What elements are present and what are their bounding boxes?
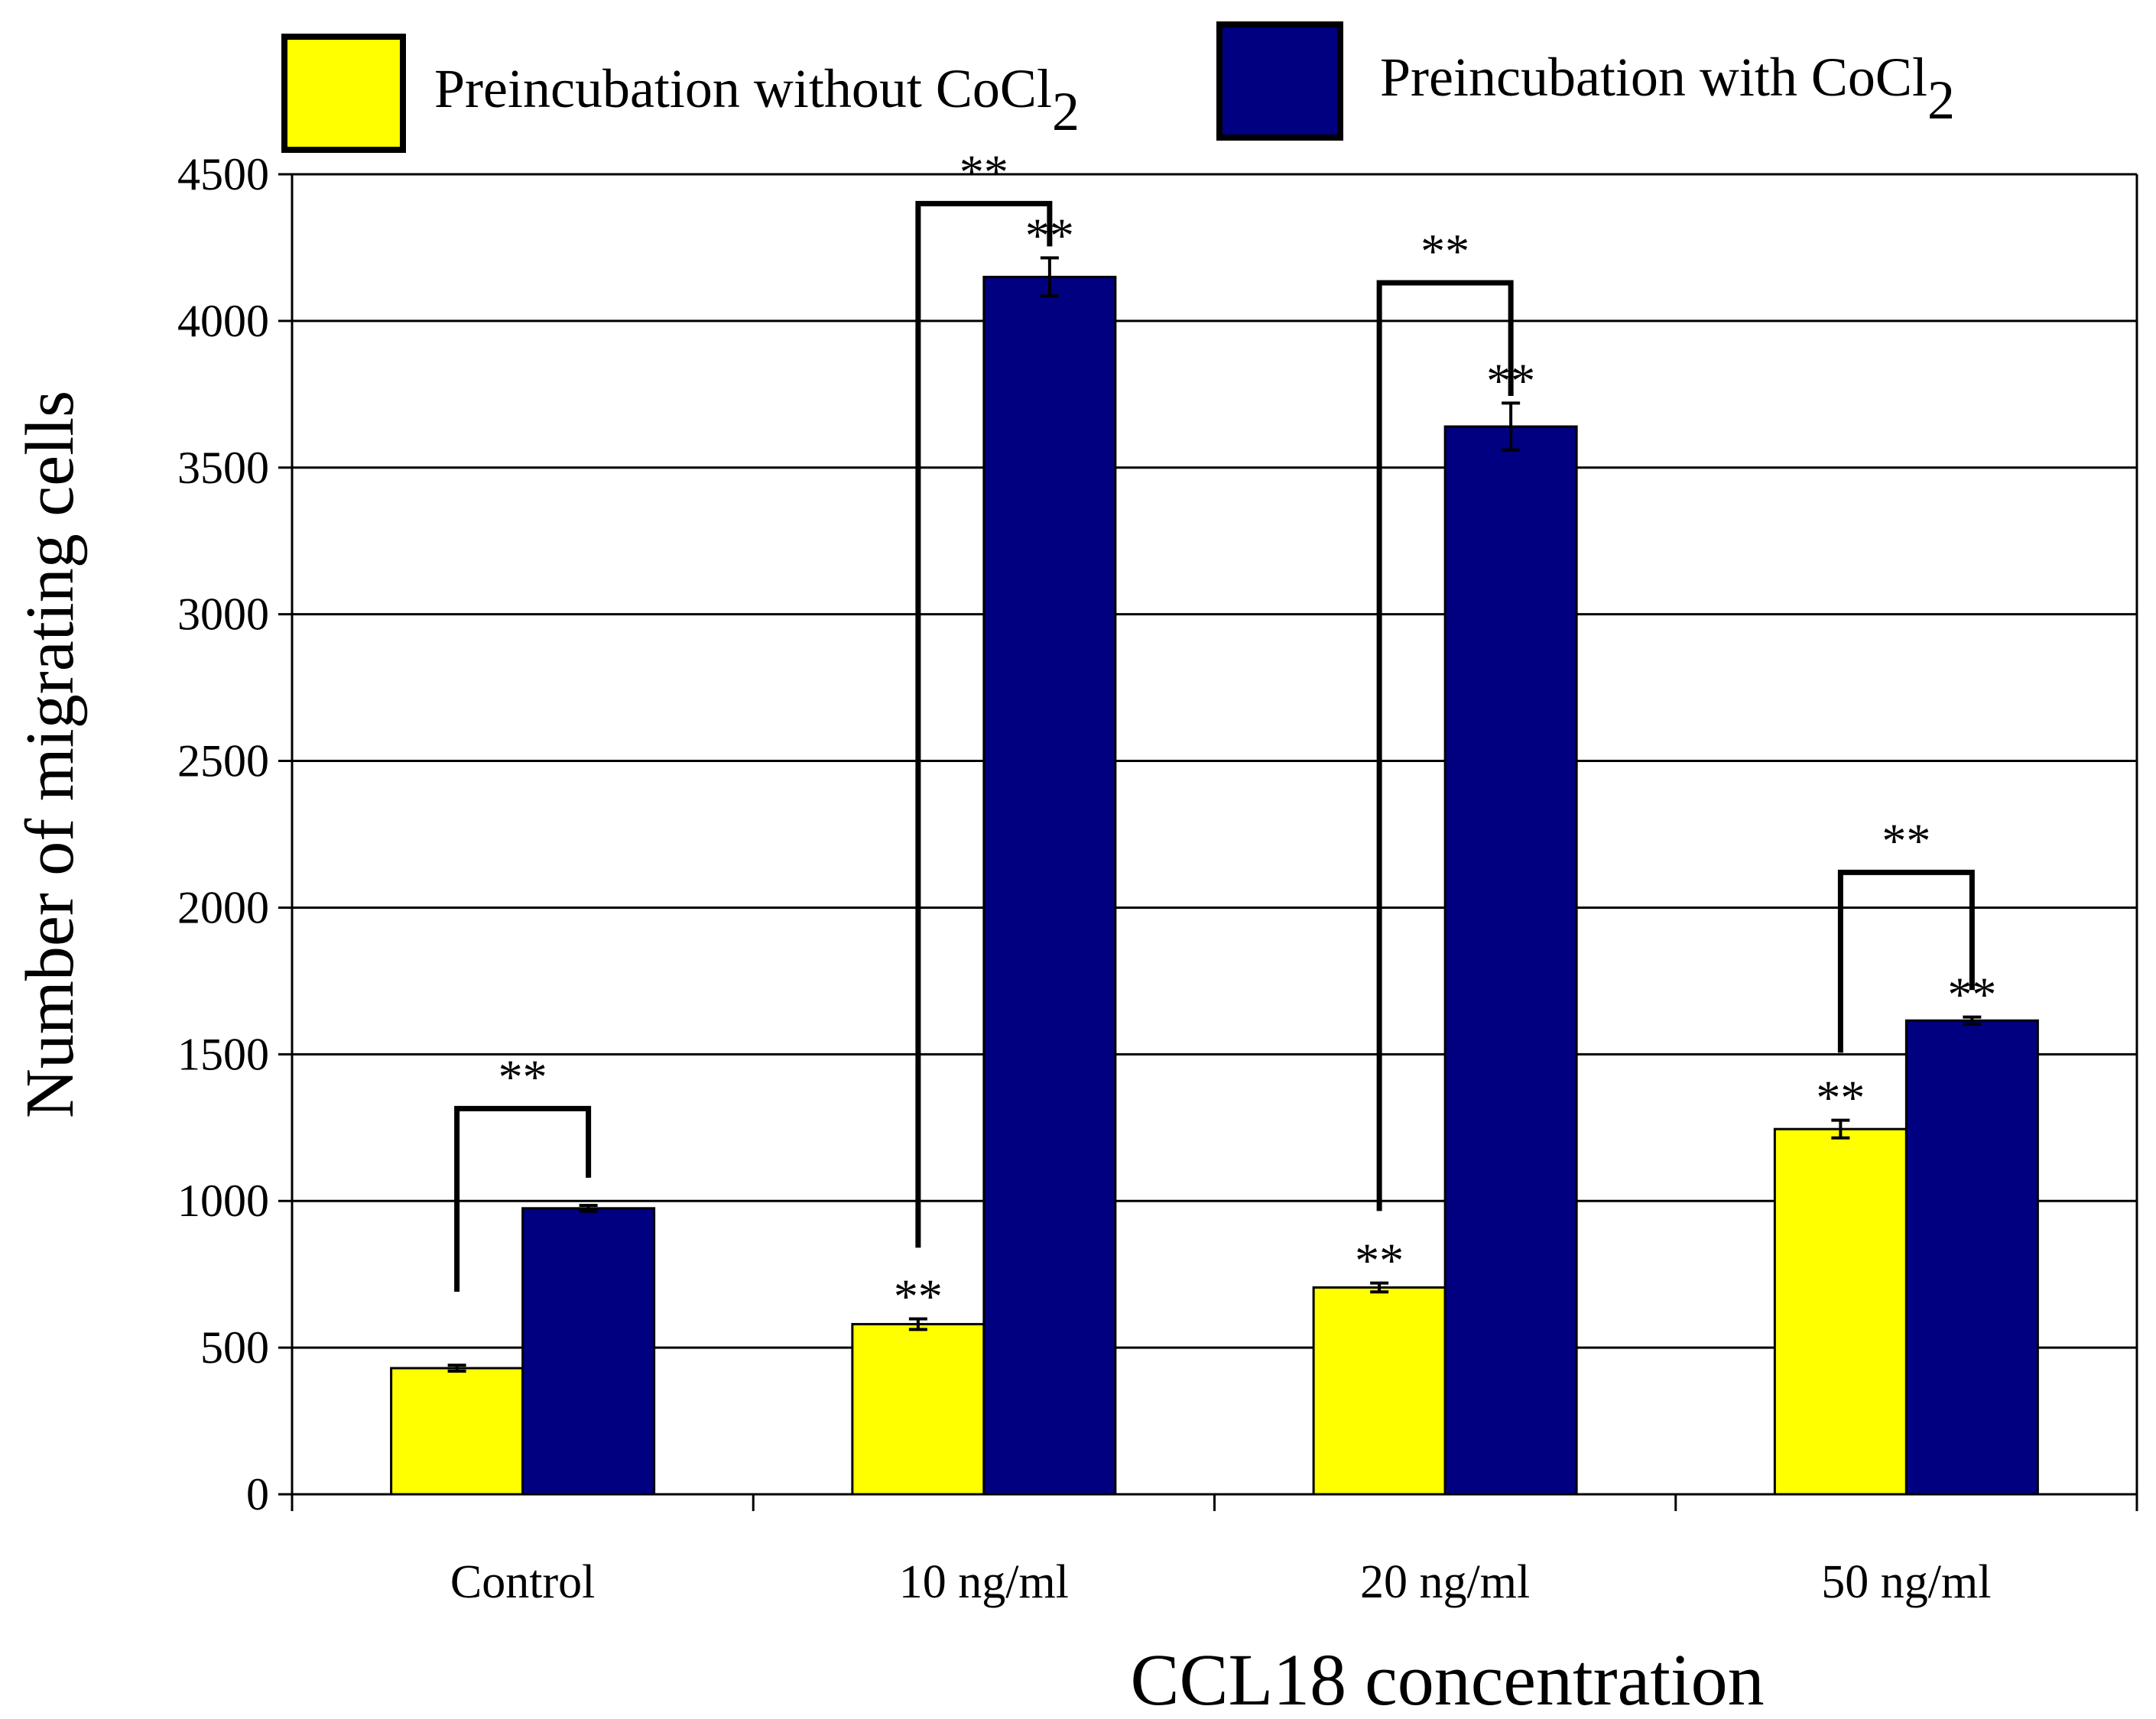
significance-label: ** [1816, 1071, 1865, 1125]
significance-annotations: ******************** [454, 144, 1996, 1324]
x-axis-label: CCL18 concentration [1130, 1639, 1764, 1719]
legend-swatch-navy [1216, 21, 1343, 141]
bar [1312, 1286, 1447, 1496]
y-tick-label: 4500 [177, 149, 269, 199]
bar [1773, 1127, 1908, 1496]
bar [982, 275, 1117, 1496]
x-tick-label: Control [450, 1556, 595, 1608]
x-tick-labels: Control 10 ng/ml 20 ng/ml 50 ng/ml [450, 1556, 1992, 1608]
comparison-label: ** [1882, 813, 1930, 868]
y-tick-label: 0 [246, 1469, 269, 1520]
y-tick-label: 2500 [177, 736, 269, 787]
y-tick-labels: 0 500 1000 1500 2000 2500 3000 3500 4000 4500 [177, 149, 269, 1520]
comparison-bracket [1837, 869, 1975, 1053]
comparison-label: ** [498, 1049, 547, 1104]
legend-swatch-yellow [281, 34, 406, 153]
legend-entry-without-cocl2: Preincubation without CoCl2 [281, 34, 1080, 153]
bar [1443, 425, 1578, 1496]
x-tick-label: 50 ng/ml [1821, 1556, 1991, 1608]
bar [390, 1367, 524, 1496]
y-axis-label: Number of migrating cells [12, 391, 88, 1118]
y-tick-label: 2000 [177, 882, 269, 932]
y-tick-label: 1500 [177, 1029, 269, 1079]
legend-label-without-cocl2: Preincubation without CoCl2 [434, 58, 1080, 142]
error-bars [447, 256, 1982, 1373]
significance-label: ** [894, 1270, 943, 1324]
significance-label: ** [1355, 1234, 1404, 1288]
y-tick-label: 3000 [177, 589, 269, 640]
bar [851, 1322, 985, 1496]
comparison-label: ** [1421, 224, 1469, 278]
legend: Preincubation without CoCl2 Preincubatio… [281, 21, 1955, 153]
bar [1904, 1019, 2039, 1496]
comparison-label: ** [959, 144, 1008, 199]
axes [278, 173, 2138, 1511]
y-tick-label: 1000 [177, 1176, 269, 1226]
legend-label-with-cocl2: Preincubation with CoCl2 [1380, 47, 1955, 131]
bars [390, 275, 2039, 1496]
y-tick-label: 4000 [177, 296, 269, 346]
y-tick-label: 500 [200, 1322, 269, 1373]
comparison-bracket [1376, 280, 1514, 1211]
bar [521, 1207, 656, 1496]
x-tick-label: 20 ng/ml [1360, 1556, 1530, 1608]
comparison-bracket [454, 1105, 592, 1292]
comparison-bracket [915, 200, 1053, 1248]
gridlines [292, 173, 2137, 1349]
legend-entry-with-cocl2: Preincubation with CoCl2 [1216, 21, 1955, 141]
x-tick-label: 10 ng/ml [899, 1556, 1069, 1608]
y-tick-label: 3500 [177, 443, 269, 493]
